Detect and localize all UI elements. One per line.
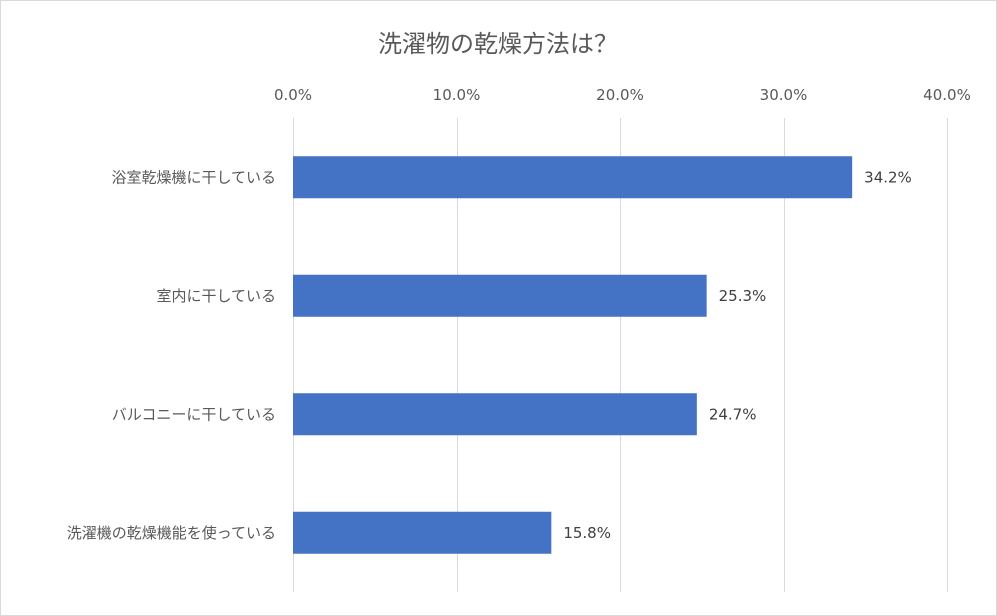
- category-label: バルコニーに干している: [112, 405, 276, 423]
- bar: [293, 274, 707, 317]
- bar: [293, 393, 697, 436]
- category-label: 浴室乾燥機に干している: [111, 168, 276, 186]
- category-labels: 浴室乾燥機に干している室内に干しているバルコニーに干している洗濯機の乾燥機能を使…: [67, 168, 276, 542]
- x-tick-label: 10.0%: [433, 86, 481, 104]
- bars: [293, 156, 853, 554]
- data-label: 34.2%: [864, 168, 912, 186]
- category-label: 室内に干している: [156, 287, 276, 305]
- chart-title: 洗濯物の乾燥方法は？: [378, 30, 618, 58]
- x-tick-label: 0.0%: [274, 86, 312, 104]
- x-tick-label: 30.0%: [760, 86, 808, 104]
- data-label: 24.7%: [709, 405, 757, 423]
- x-tick-label: 40.0%: [923, 86, 971, 104]
- data-label: 25.3%: [719, 287, 767, 305]
- x-axis-tick-labels: 0.0% 10.0% 20.0% 30.0% 40.0%: [274, 86, 971, 104]
- data-labels: 34.2% 25.3% 24.7% 15.8%: [563, 168, 911, 542]
- bar: [293, 156, 853, 199]
- category-label: 洗濯機の乾燥機能を使っている: [67, 524, 276, 542]
- x-tick-label: 20.0%: [596, 86, 644, 104]
- bar: [293, 511, 552, 554]
- data-label: 15.8%: [563, 524, 611, 542]
